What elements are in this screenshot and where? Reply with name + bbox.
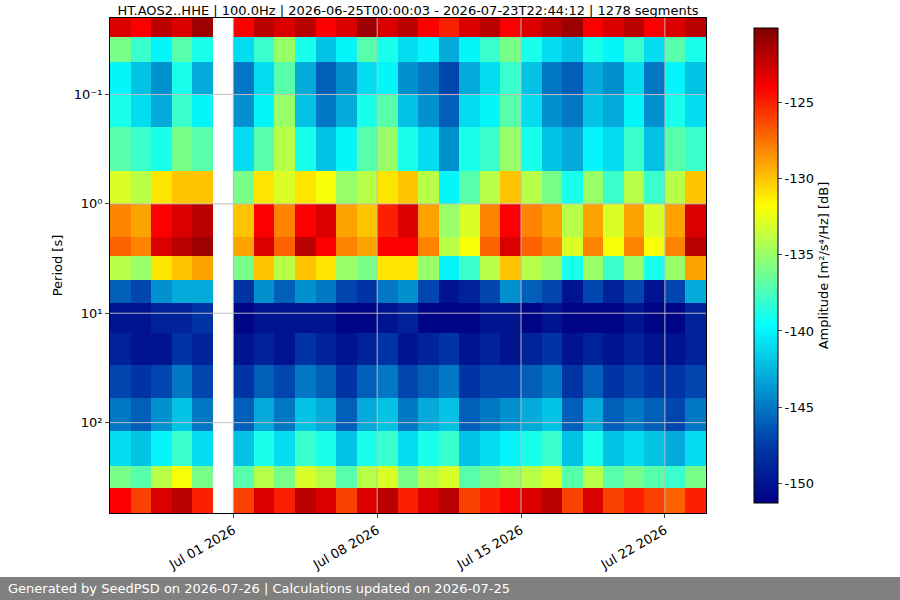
svg-text:Jul 22 2026: Jul 22 2026 xyxy=(598,522,670,572)
svg-text:Jul 15 2026: Jul 15 2026 xyxy=(454,522,526,572)
svg-text:10⁻¹: 10⁻¹ xyxy=(74,87,103,102)
svg-text:10²: 10² xyxy=(81,415,103,430)
svg-text:-135: -135 xyxy=(785,247,815,262)
html-text:Generated by SeedPSD on 2026-0: Generated by SeedPSD on 2026-07-26 | Cal… xyxy=(8,581,510,596)
svg-text:-150: -150 xyxy=(785,476,815,491)
svg-text:Amplitude [m²/s⁴/Hz] [dB]: Amplitude [m²/s⁴/Hz] [dB] xyxy=(816,182,831,350)
svg-text:10¹: 10¹ xyxy=(81,306,103,321)
svg-text:10⁰: 10⁰ xyxy=(81,196,103,211)
svg-text:-130: -130 xyxy=(785,171,815,186)
svg-text:-140: -140 xyxy=(785,324,815,339)
svg-text:-125: -125 xyxy=(785,95,815,110)
svg-text:Jul 08 2026: Jul 08 2026 xyxy=(310,522,382,572)
svg-text:Period [s]: Period [s] xyxy=(50,235,65,297)
svg-text:HT.AOS2..HHE | 100.0Hz | 2026-: HT.AOS2..HHE | 100.0Hz | 2026-06-25T00:0… xyxy=(117,3,698,18)
svg-text:Jul 01 2026: Jul 01 2026 xyxy=(166,522,238,572)
svg-text:-145: -145 xyxy=(785,400,815,415)
